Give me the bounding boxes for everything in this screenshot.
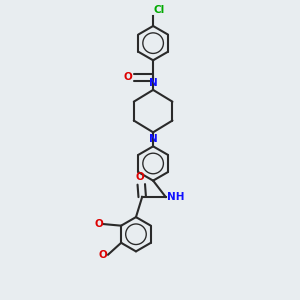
Text: O: O (94, 219, 103, 229)
Text: O: O (136, 172, 145, 182)
Text: N: N (149, 134, 158, 144)
Text: Cl: Cl (154, 5, 165, 15)
Text: O: O (98, 250, 107, 260)
Text: N: N (149, 78, 158, 88)
Text: O: O (124, 72, 132, 82)
Text: NH: NH (167, 192, 184, 202)
